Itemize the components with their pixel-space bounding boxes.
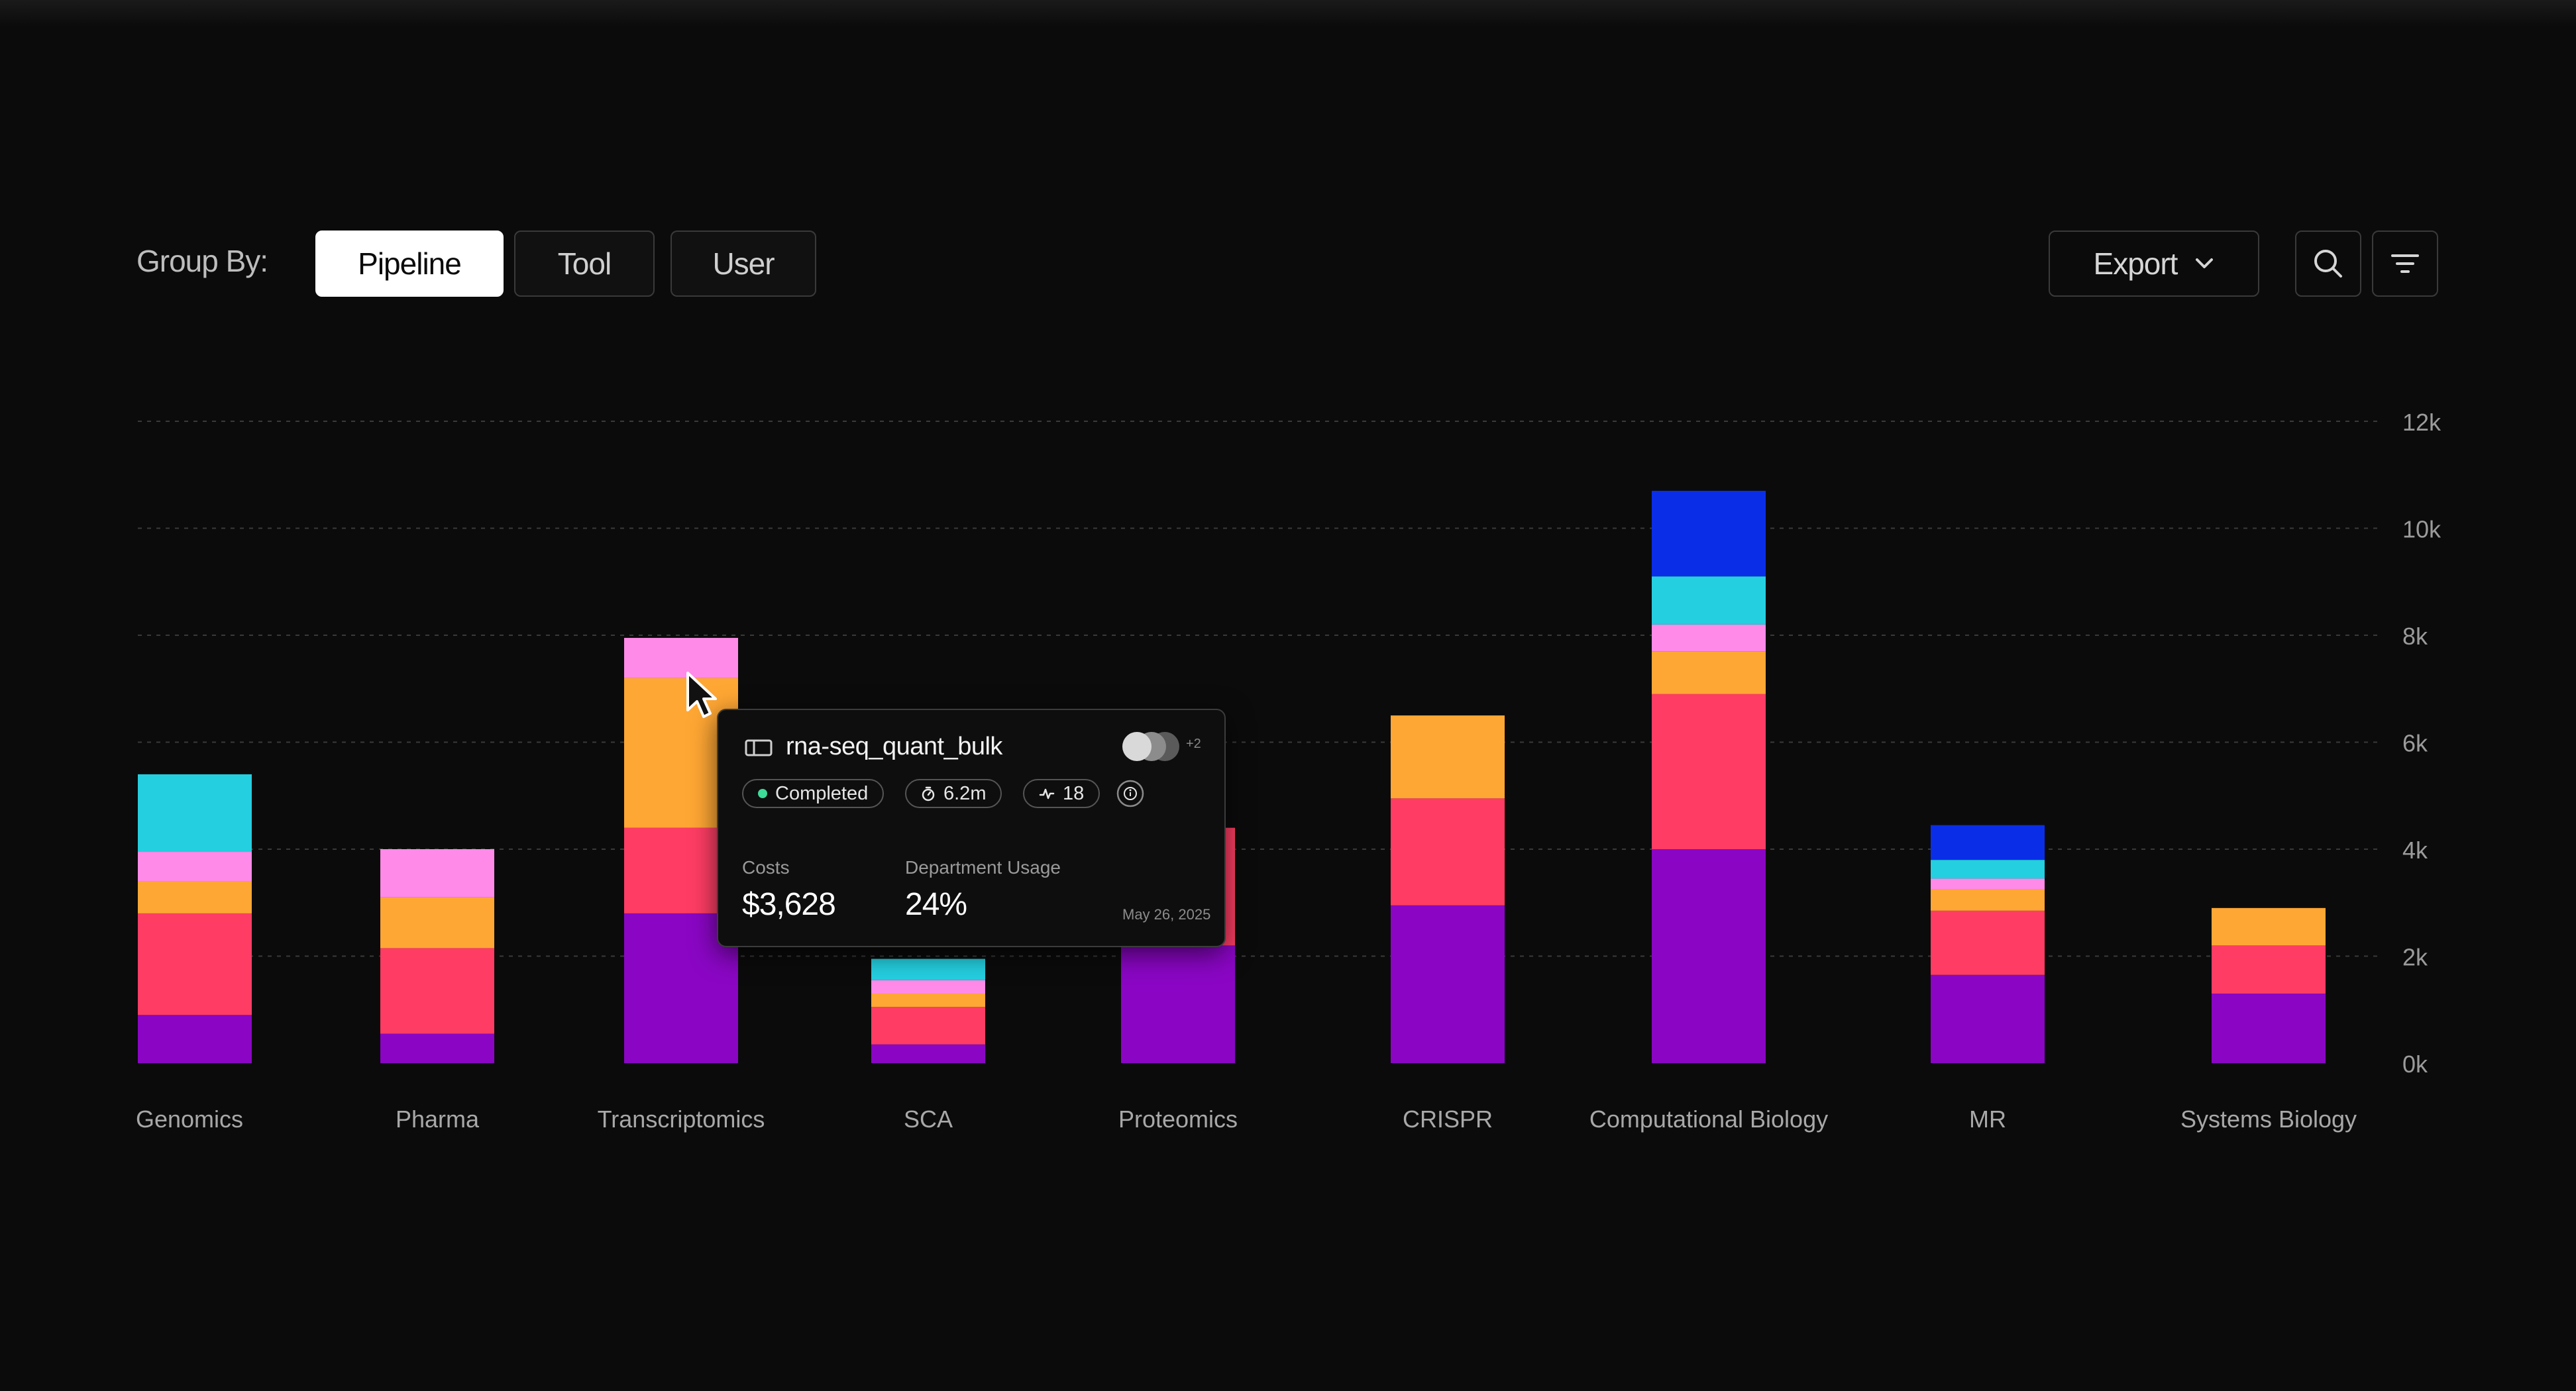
bar-segment-genomics-1[interactable] (138, 913, 252, 1015)
y-tick-label: 0k (2402, 1051, 2428, 1078)
bar-segment-mr-2[interactable] (1931, 889, 2045, 911)
bar-segment-genomics-3[interactable] (138, 852, 252, 882)
activity-icon (1039, 788, 1055, 799)
pipeline-tooltip: rna-seq_quant_bulk +2 Completed 6.2m 18 … (717, 709, 1226, 947)
toggle-avatars[interactable] (1114, 730, 1183, 763)
bar-segment-pharma-1[interactable] (380, 948, 494, 1034)
top-fade (0, 0, 2576, 26)
tooltip-date: May 26, 2025 (1122, 906, 1211, 923)
steps-badge: 18 (1023, 779, 1100, 808)
x-category-label: Genomics (136, 1106, 243, 1133)
bar-segment-systems-biology-1[interactable] (2212, 945, 2326, 994)
group-by-tool-button[interactable]: Tool (514, 231, 655, 297)
chevron-down-icon (2196, 258, 2214, 268)
y-tick-label: 12k (2402, 409, 2442, 436)
group-by-user-button[interactable]: User (671, 231, 816, 297)
extra-count: +2 (1186, 737, 1201, 751)
bar-segment-genomics-0[interactable] (138, 1015, 252, 1063)
bar-segment-crispr-2[interactable] (1391, 715, 1505, 799)
bar-segment-mr-5[interactable] (1931, 825, 2045, 860)
bar-segment-computational-biology-4[interactable] (1652, 576, 1766, 625)
group-by-label: Group By: (136, 244, 268, 278)
costs-label: Costs (742, 857, 790, 878)
y-tick-label: 8k (2402, 623, 2428, 650)
bar-segment-sca-4[interactable] (871, 958, 985, 980)
filter-button[interactable] (2372, 231, 2438, 297)
status-badge: Completed (742, 779, 885, 808)
bar-segment-sca-1[interactable] (871, 1007, 985, 1045)
bar-segment-pharma-2[interactable] (380, 897, 494, 949)
bar-segment-mr-0[interactable] (1931, 974, 2045, 1063)
bar-segment-mr-1[interactable] (1931, 910, 2045, 975)
status-text: Completed (775, 782, 869, 804)
bar-segment-computational-biology-2[interactable] (1652, 651, 1766, 694)
info-icon[interactable] (1116, 779, 1145, 808)
group-by-pipeline-button[interactable]: Pipeline (315, 231, 504, 297)
status-dot (758, 789, 767, 798)
y-tick-label: 10k (2402, 516, 2442, 543)
bar-segment-computational-biology-3[interactable] (1652, 624, 1766, 652)
x-category-label: Transcriptomics (598, 1106, 765, 1133)
bar-segment-computational-biology-5[interactable] (1652, 490, 1766, 577)
x-category-label: SCA (904, 1106, 953, 1133)
cursor-icon (686, 672, 717, 718)
bar-segment-mr-3[interactable] (1931, 878, 2045, 890)
usage-label: Department Usage (905, 857, 1061, 878)
x-category-label: MR (1969, 1106, 2006, 1133)
x-category-label: Pharma (396, 1106, 480, 1133)
bar-segment-genomics-2[interactable] (138, 881, 252, 913)
filter-icon (2391, 254, 2419, 273)
y-tick-label: 6k (2402, 730, 2428, 757)
bar-segment-pharma-3[interactable] (380, 849, 494, 898)
export-label: Export (2093, 246, 2178, 281)
y-tick-label: 2k (2402, 944, 2428, 971)
search-icon (2314, 250, 2342, 278)
x-category-label: CRISPR (1403, 1106, 1493, 1133)
bar-segment-genomics-4[interactable] (138, 774, 252, 852)
y-tick-label: 4k (2402, 837, 2428, 864)
bar-segment-systems-biology-0[interactable] (2212, 994, 2326, 1063)
bar-segment-computational-biology-0[interactable] (1652, 849, 1766, 1063)
bar-segment-crispr-0[interactable] (1391, 905, 1505, 1063)
export-button[interactable]: Export (2049, 231, 2259, 297)
costs-value: $3,628 (742, 887, 836, 922)
timer-icon (922, 786, 935, 801)
bar-segment-sca-2[interactable] (871, 994, 985, 1007)
pipeline-name: rna-seq_quant_bulk (786, 733, 1002, 760)
x-category-label: Proteomics (1118, 1106, 1238, 1133)
bar-segment-transcriptomics-3[interactable] (624, 638, 738, 678)
usage-value: 24% (905, 887, 967, 922)
bar-segment-systems-biology-2[interactable] (2212, 907, 2326, 946)
search-button[interactable] (2295, 231, 2361, 297)
duration-text: 6.2m (943, 782, 987, 804)
bar-segment-mr-4[interactable] (1931, 860, 2045, 879)
bar-segment-sca-0[interactable] (871, 1044, 985, 1063)
bar-segment-proteomics-0[interactable] (1121, 945, 1235, 1063)
duration-badge: 6.2m (905, 779, 1002, 808)
bar-segment-crispr-1[interactable] (1391, 798, 1505, 905)
bar-segment-sca-3[interactable] (871, 980, 985, 994)
steps-text: 18 (1063, 782, 1085, 804)
x-category-label: Computational Biology (1589, 1106, 1828, 1133)
bar-segment-computational-biology-1[interactable] (1652, 694, 1766, 849)
pipeline-icon (745, 739, 773, 756)
x-category-label: Systems Biology (2180, 1106, 2357, 1133)
bar-segment-pharma-0[interactable] (380, 1033, 494, 1063)
